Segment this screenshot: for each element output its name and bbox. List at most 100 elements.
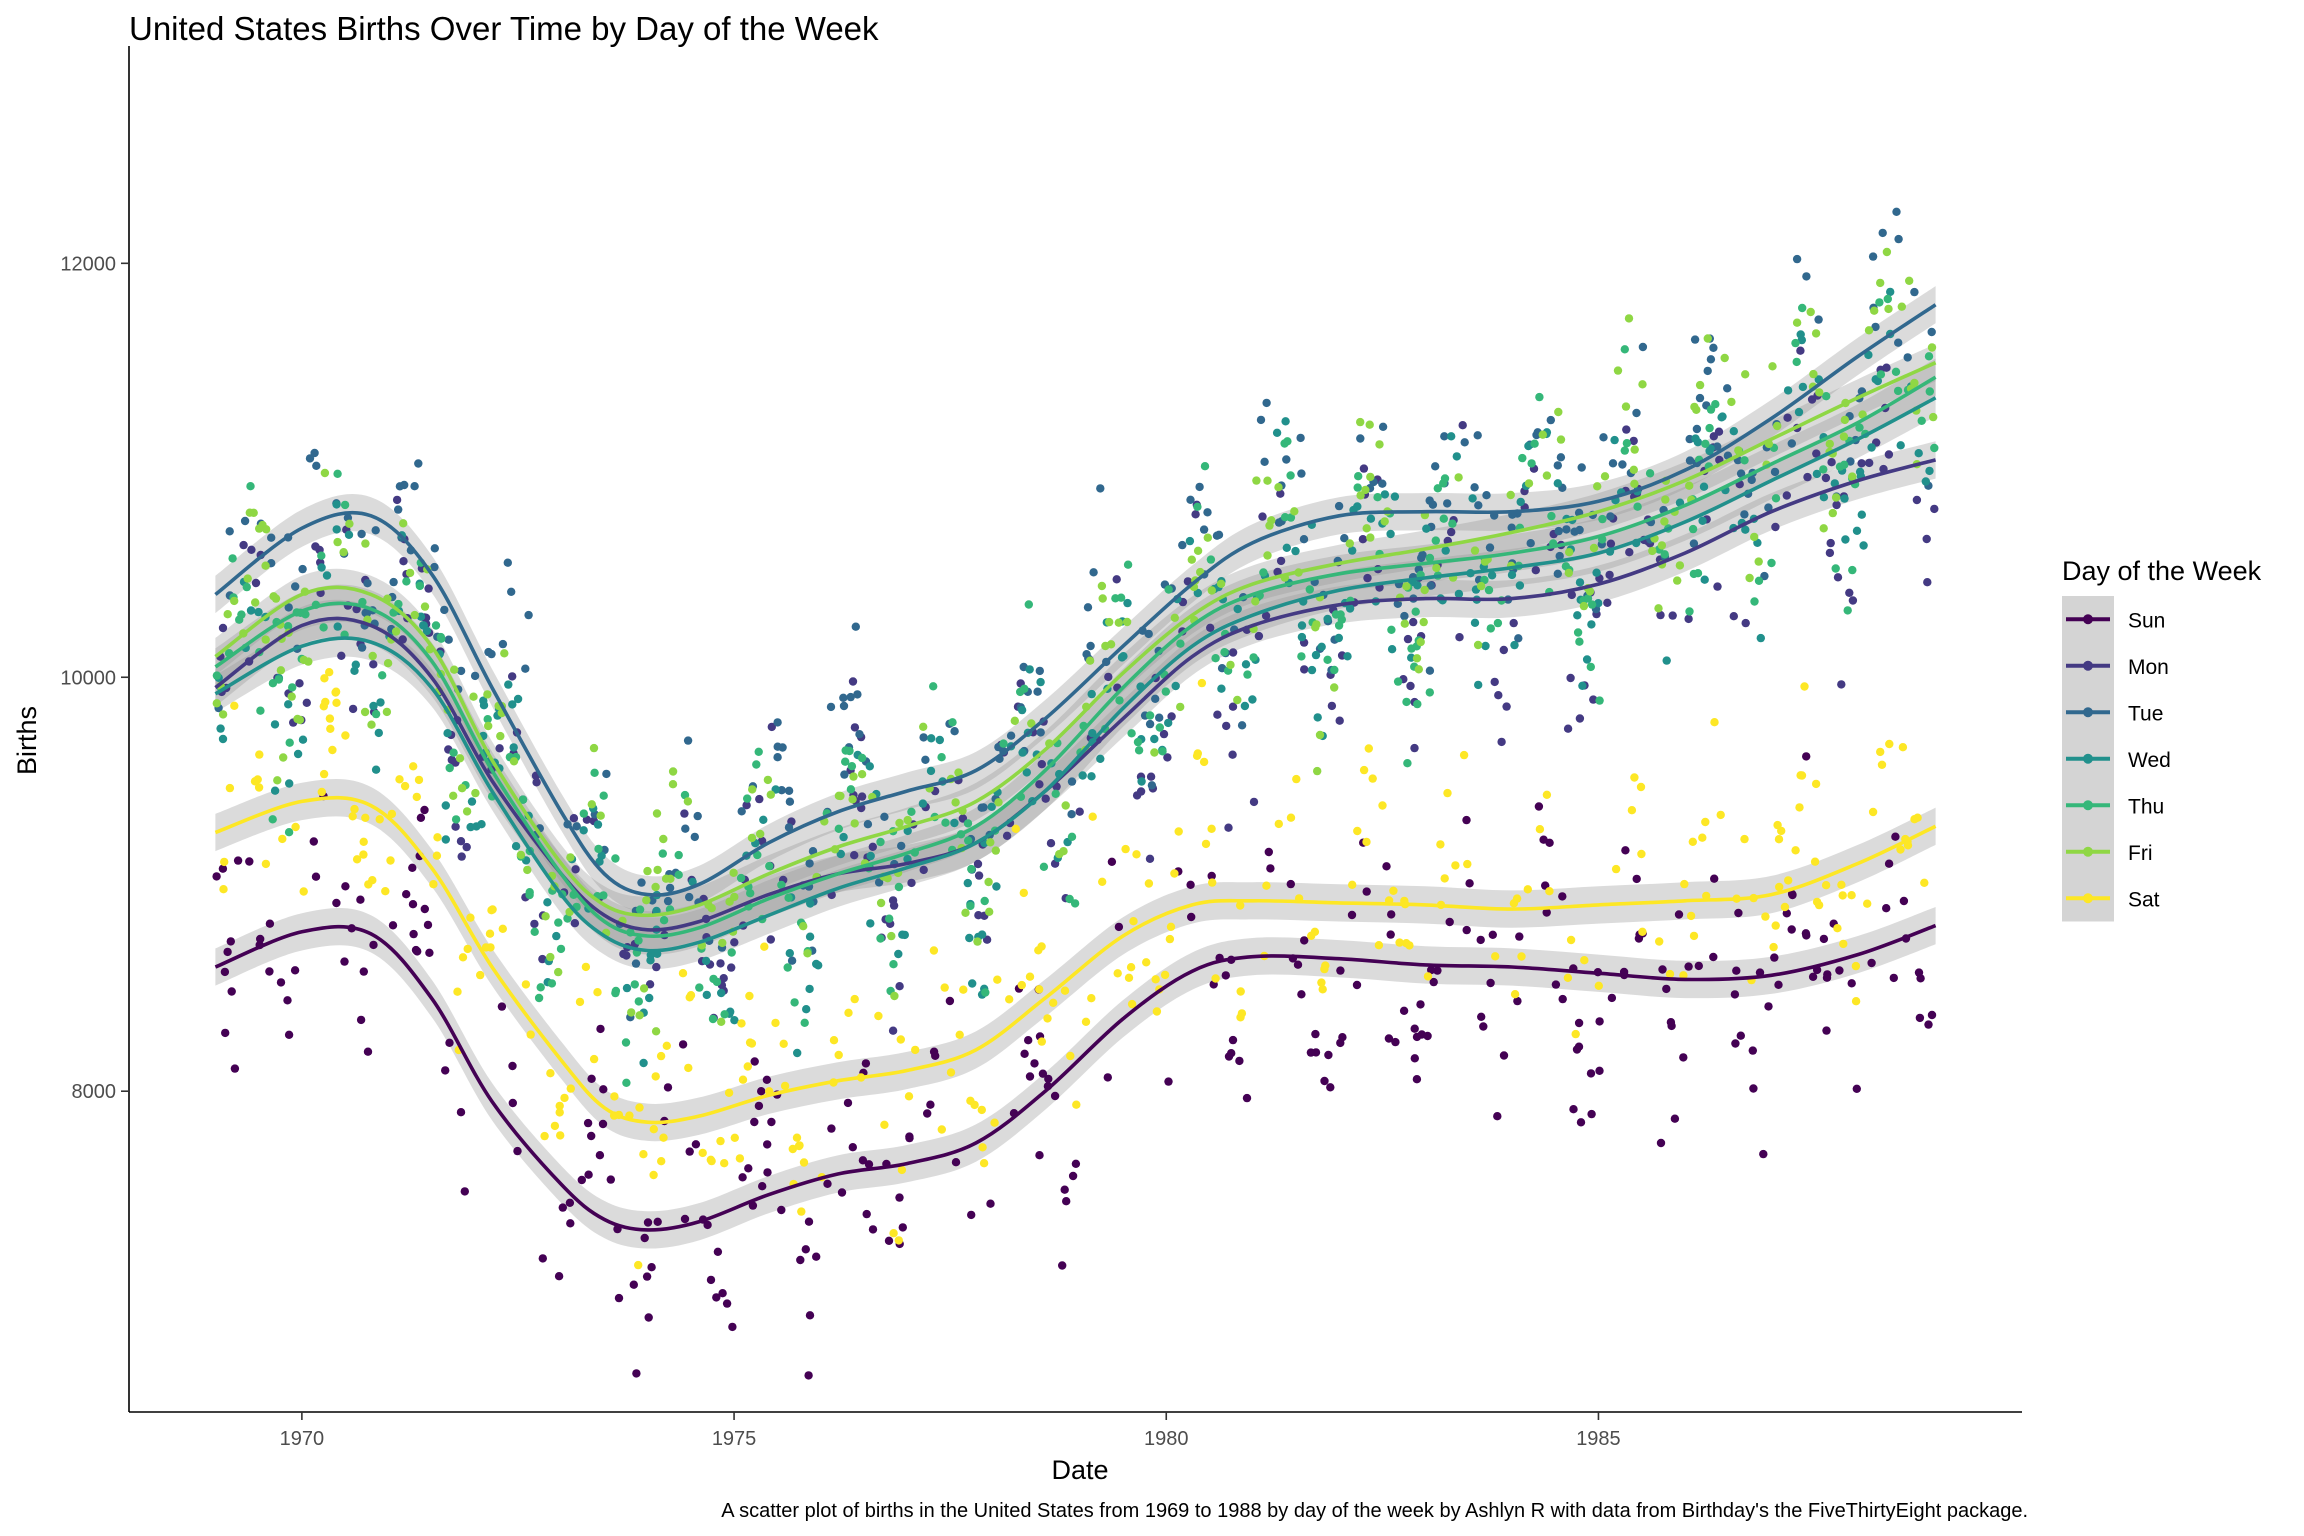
data-point: [1532, 430, 1541, 440]
data-point: [653, 1217, 662, 1227]
data-point: [680, 790, 690, 800]
data-point: [1364, 744, 1374, 753]
data-point: [1535, 825, 1545, 834]
data-point: [1281, 417, 1290, 426]
data-point: [1366, 533, 1375, 542]
data-point: [695, 983, 704, 992]
data-point: [1276, 556, 1286, 566]
data-point: [538, 1254, 547, 1263]
data-point: [1448, 519, 1457, 528]
data-point: [1116, 593, 1126, 602]
data-point: [563, 914, 572, 923]
data-point: [1868, 252, 1878, 261]
data-point: [1833, 924, 1842, 933]
data-point: [1256, 415, 1266, 425]
data-point: [1556, 435, 1566, 444]
data-point: [1494, 691, 1503, 700]
data-point: [1228, 1035, 1238, 1045]
data-point: [1088, 729, 1097, 738]
data-point: [496, 731, 505, 741]
data-point: [1353, 483, 1362, 492]
data-point: [950, 818, 959, 828]
data-point: [1798, 382, 1808, 392]
data-point: [1022, 768, 1031, 777]
data-point: [797, 1207, 806, 1216]
data-point: [449, 748, 458, 757]
data-point: [599, 791, 608, 800]
data-point: [1193, 546, 1203, 555]
data-point: [629, 1280, 638, 1289]
data-point: [1366, 514, 1376, 523]
data-point: [1178, 540, 1187, 550]
legend-key-point: [2083, 800, 2093, 811]
data-point: [1310, 927, 1320, 936]
data-point: [903, 815, 912, 825]
x-tick-label: 1970: [280, 1428, 325, 1450]
data-point: [767, 1117, 776, 1127]
data-point: [1061, 801, 1070, 810]
data-point: [752, 760, 761, 769]
data-point: [1819, 465, 1828, 474]
data-point: [477, 820, 486, 829]
data-point: [1699, 482, 1709, 491]
data-point: [606, 1175, 615, 1184]
data-point: [1425, 553, 1435, 563]
data-point: [1800, 682, 1809, 691]
data-point: [1896, 845, 1905, 854]
data-point: [644, 1313, 653, 1322]
data-point: [429, 880, 438, 889]
data-point: [683, 736, 693, 745]
data-point: [1410, 1024, 1419, 1033]
data-point: [1563, 724, 1573, 733]
data-point: [481, 943, 491, 952]
data-point: [681, 824, 690, 833]
data-point: [1432, 563, 1441, 573]
data-point: [1927, 1010, 1937, 1020]
data-point: [634, 997, 643, 1006]
data-point: [228, 554, 237, 563]
data-point: [288, 683, 297, 692]
data-point: [1608, 459, 1618, 468]
data-point: [857, 792, 867, 801]
data-point: [1846, 457, 1855, 466]
data-point: [317, 787, 326, 797]
data-point: [1276, 489, 1285, 498]
data-point: [853, 690, 862, 699]
data-point: [921, 755, 930, 764]
data-point: [1497, 737, 1506, 747]
data-point: [834, 824, 843, 833]
data-point: [1569, 1105, 1578, 1114]
data-point: [255, 524, 264, 533]
data-point: [284, 1030, 294, 1040]
data-point: [763, 775, 773, 785]
data-point: [1422, 524, 1431, 533]
data-point: [456, 837, 466, 846]
data-point: [1320, 1076, 1329, 1086]
data-point: [1538, 430, 1548, 439]
data-point: [986, 1199, 995, 1208]
data-point: [359, 837, 368, 846]
data-point: [880, 812, 889, 821]
data-point: [862, 1209, 871, 1219]
data-point: [239, 540, 248, 550]
data-point: [994, 798, 1003, 807]
data-point: [1343, 652, 1352, 661]
data-point: [1583, 594, 1593, 603]
legend-label-mon: Mon: [2128, 656, 2169, 679]
data-point: [500, 649, 509, 658]
data-point: [1447, 432, 1456, 441]
data-point: [1792, 318, 1802, 327]
data-point: [1499, 645, 1509, 655]
data-point: [926, 1100, 935, 1109]
data-point: [840, 770, 849, 779]
data-point: [1812, 449, 1821, 458]
data-point: [1586, 1069, 1596, 1078]
data-point: [1924, 352, 1934, 361]
data-point: [284, 700, 293, 709]
data-point: [964, 836, 973, 845]
data-point: [1171, 681, 1180, 691]
data-point: [784, 786, 794, 795]
data-point: [1164, 1077, 1173, 1086]
data-point: [1176, 702, 1185, 712]
data-point: [1203, 508, 1212, 517]
